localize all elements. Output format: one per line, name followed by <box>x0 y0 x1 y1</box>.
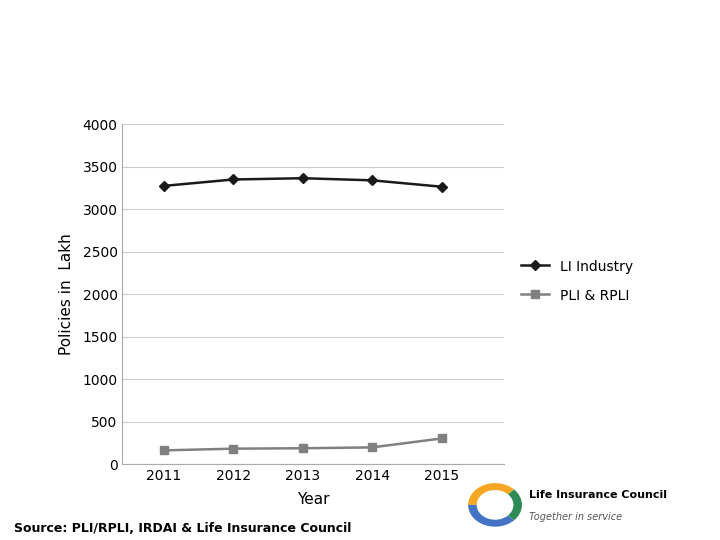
Y-axis label: Policies in  Lakh: Policies in Lakh <box>59 233 74 355</box>
X-axis label: Year: Year <box>297 491 330 507</box>
Wedge shape <box>468 483 514 505</box>
Text: Snapshot of PLI/RPLI vis-à-vis Life Insurance Industry Statistical
Data – No: of: Snapshot of PLI/RPLI vis-à-vis Life Insu… <box>11 22 716 66</box>
Legend: LI Industry, PLI & RPLI: LI Industry, PLI & RPLI <box>516 253 639 308</box>
LI Industry <box>368 177 377 184</box>
LI Industry <box>160 183 168 189</box>
Wedge shape <box>468 505 514 526</box>
LI Industry <box>299 175 307 181</box>
PLI & RPLI <box>437 435 446 442</box>
PLI & RPLI <box>299 445 307 451</box>
Line: PLI & RPLI: PLI & RPLI <box>161 435 446 454</box>
LI Industry <box>437 184 446 190</box>
PLI & RPLI <box>160 447 168 454</box>
Line: LI Industry: LI Industry <box>161 174 446 191</box>
Wedge shape <box>508 489 522 521</box>
PLI & RPLI <box>368 444 377 450</box>
Text: Source: PLI/RPLI, IRDAI & Life Insurance Council: Source: PLI/RPLI, IRDAI & Life Insurance… <box>14 522 352 535</box>
PLI & RPLI <box>229 446 238 452</box>
LI Industry <box>229 176 238 183</box>
Text: Together in service: Together in service <box>529 512 623 522</box>
Text: Life Insurance Council: Life Insurance Council <box>529 490 667 500</box>
